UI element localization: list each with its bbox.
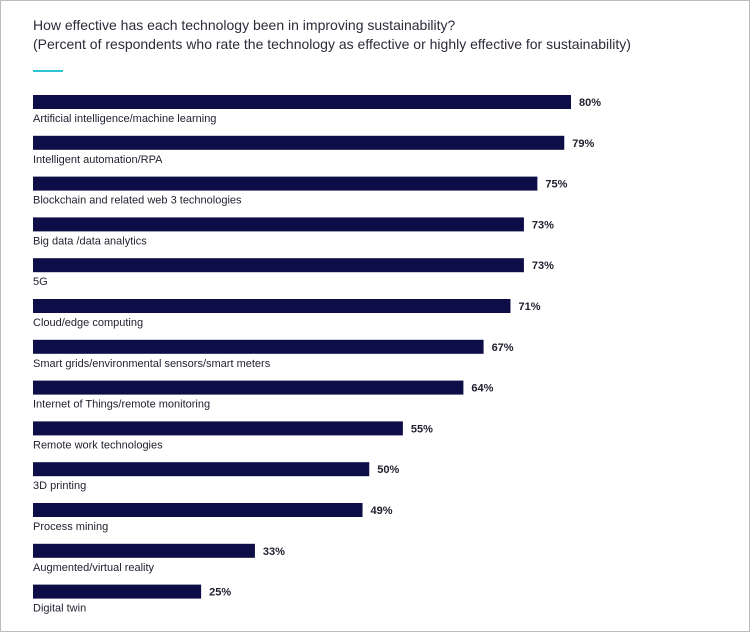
- bar-group: 75% Blockchain and related web 3 technolo…: [33, 176, 568, 207]
- data-label: 73%: [532, 219, 554, 231]
- bar-group: 33% Augmented/virtual reality: [33, 543, 285, 574]
- data-label: 80%: [579, 97, 601, 109]
- bar: [33, 176, 538, 191]
- data-label: 79%: [572, 138, 594, 150]
- chart-subtitle: (Percent of respondents who rate the tec…: [33, 36, 631, 52]
- category-label: Augmented/virtual reality: [33, 562, 155, 574]
- data-label: 50%: [377, 464, 399, 476]
- bar-group: 49% Process mining: [33, 503, 393, 533]
- category-label: Internet of Things/remote monitoring: [33, 399, 210, 411]
- data-label: 73%: [532, 260, 554, 272]
- bar-group: 80% Artificial intelligence/machine learn…: [33, 95, 601, 125]
- data-label: 25%: [209, 587, 231, 599]
- category-label: 5G: [33, 276, 48, 288]
- chart-title: How effective has each technology been i…: [33, 17, 456, 33]
- bar: [33, 339, 484, 354]
- bar-group: 73% Big data /data analytics: [33, 217, 554, 247]
- data-label: 64%: [471, 383, 493, 395]
- chart-heading: How effective has each technology been i…: [33, 16, 631, 54]
- category-label: Artificial intelligence/machine learning: [33, 113, 216, 125]
- bar: [33, 299, 511, 313]
- category-label: 3D printing: [33, 480, 86, 492]
- bar: [33, 462, 370, 477]
- bar: [33, 380, 464, 395]
- category-label: Blockchain and related web 3 technologie…: [33, 195, 242, 207]
- bar: [33, 217, 524, 232]
- data-label: 67%: [492, 342, 514, 354]
- bar: [33, 503, 363, 517]
- bar: [33, 135, 565, 150]
- data-label: 55%: [411, 423, 433, 435]
- category-label: Digital twin: [33, 603, 86, 615]
- bar: [33, 584, 202, 599]
- category-label: Process mining: [33, 521, 108, 533]
- bar: [33, 543, 255, 558]
- accent-divider: [33, 70, 63, 72]
- bar: [33, 421, 403, 436]
- bar-group: 64% Internet of Things/remote monitoring: [33, 380, 494, 411]
- data-label: 33%: [263, 546, 285, 558]
- data-label: 71%: [518, 301, 540, 313]
- category-label: Smart grids/environmental sensors/smart …: [33, 358, 271, 370]
- bar: [33, 258, 524, 273]
- bar-group: 71% Cloud/edge computing: [33, 299, 541, 329]
- bar-group: 50% 3D printing: [33, 462, 399, 492]
- bar-group: 79% Intelligent automation/RPA: [33, 135, 595, 166]
- category-label: Remote work technologies: [33, 439, 163, 451]
- bar-group: 55% Remote work technologies: [33, 421, 433, 451]
- bar-group: 73% 5G: [33, 258, 554, 288]
- category-label: Intelligent automation/RPA: [33, 154, 163, 166]
- category-label: Big data /data analytics: [33, 235, 147, 247]
- data-label: 75%: [545, 179, 567, 191]
- data-label: 49%: [371, 505, 393, 517]
- bar-group: 25% Digital twin: [33, 584, 231, 615]
- category-label: Cloud/edge computing: [33, 317, 143, 329]
- bar: [33, 95, 571, 109]
- bar-group: 67% Smart grids/environmental sensors/sma…: [33, 339, 514, 370]
